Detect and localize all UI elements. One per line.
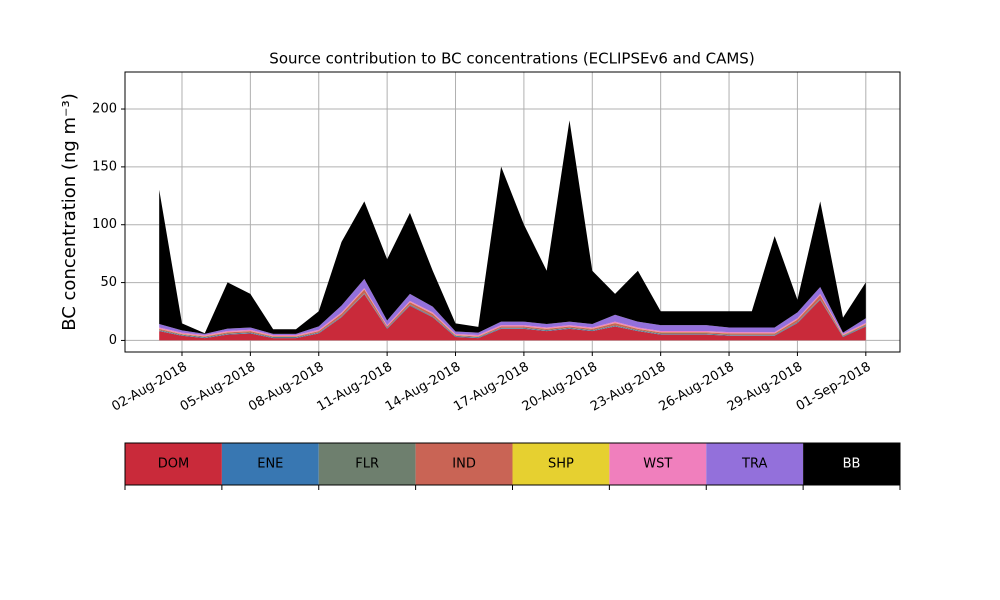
legend-label: BB [843,457,861,472]
y-tick-label: 150 [92,159,117,174]
x-tick-label: 14-Aug-2018 [383,360,463,415]
x-tick-label: 05-Aug-2018 [178,360,258,415]
x-tick-label: 11-Aug-2018 [315,360,395,415]
legend-swatch [318,443,416,485]
legend-label: SHP [548,457,574,472]
legend-label: IND [452,457,476,472]
legend-swatch [706,443,804,485]
legend-swatch [125,443,222,485]
y-tick-label: 100 [92,217,117,232]
area [159,289,866,337]
y-tick-label: 200 [92,102,117,117]
legend-label: FLR [355,457,379,472]
legend-swatch [221,443,319,485]
y-tick-label: 0 [109,333,117,348]
chart-title: Source contribution to BC concentrations… [269,50,754,68]
x-tick-label: 23-Aug-2018 [588,360,668,415]
area [159,120,866,334]
legend-swatch [803,443,900,485]
x-tick-label: 08-Aug-2018 [246,360,326,415]
y-tick-label: 50 [100,275,117,290]
legend-swatch [415,443,513,485]
area [159,278,866,335]
x-tick-label: 20-Aug-2018 [520,360,600,415]
x-tick-label: 29-Aug-2018 [725,360,805,415]
legend-swatch [609,443,707,485]
area [159,294,866,341]
legend-label: DOM [158,457,189,472]
y-axis-label: BC concentration (ng m⁻³) [59,93,80,331]
legend-swatch [512,443,610,485]
x-tick-label: 02-Aug-2018 [109,360,189,415]
legend-label: TRA [741,457,767,472]
area [159,288,866,337]
x-tick-label: 26-Aug-2018 [656,360,736,415]
plot-frame [124,71,901,353]
legend-label: ENE [257,457,283,472]
x-tick-label: 01-Sep-2018 [794,360,874,415]
legend-label: WST [643,457,672,472]
x-tick-label: 17-Aug-2018 [451,360,531,415]
